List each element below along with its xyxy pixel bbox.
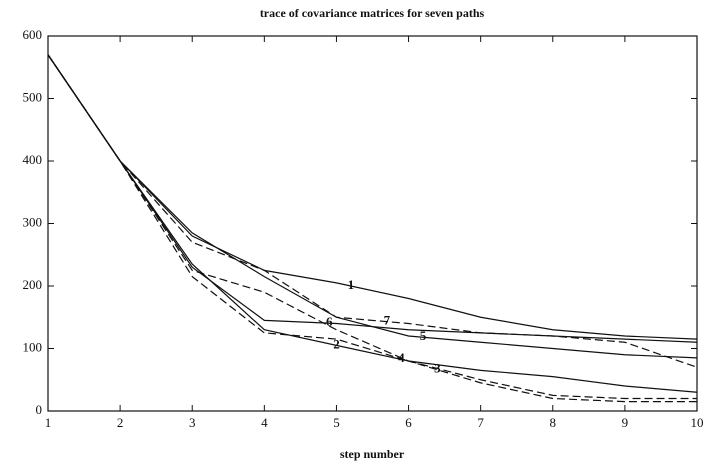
series-label: 6: [326, 314, 333, 329]
series-label: 2: [333, 336, 340, 351]
x-tick-label: 9: [622, 415, 629, 430]
chart-title: trace of covariance matrices for seven p…: [260, 6, 485, 20]
series-label: 5: [420, 328, 427, 343]
x-tick-label: 5: [333, 415, 340, 430]
x-tick-label: 7: [477, 415, 484, 430]
series-line: [47, 54, 697, 400]
y-tick-label: 500: [23, 89, 43, 104]
y-tick-label: 100: [23, 339, 43, 354]
y-tick-label: 0: [36, 402, 43, 417]
series-line: [47, 54, 698, 343]
plot-frame: [47, 35, 698, 412]
x-tick-label: 6: [405, 415, 412, 430]
x-tick-label: 4: [261, 415, 268, 430]
x-tick-label: 3: [189, 415, 196, 430]
series-label: 4: [398, 350, 405, 365]
series-line: [47, 54, 698, 340]
series-label: 1: [348, 277, 355, 292]
series-line: [47, 54, 698, 393]
x-axis-label: step number: [340, 447, 405, 461]
y-tick-label: 200: [23, 277, 43, 292]
x-tick-label: 2: [117, 415, 124, 430]
series-line: [47, 54, 698, 368]
x-tick-label: 10: [691, 415, 704, 430]
x-tick-label: 8: [550, 415, 557, 430]
series-line: [47, 54, 697, 403]
x-tick-label: 1: [45, 415, 52, 430]
y-tick-label: 600: [23, 27, 43, 42]
y-tick-label: 400: [23, 152, 43, 167]
series-label: 7: [384, 313, 391, 328]
series-line: [47, 54, 698, 359]
y-tick-label: 300: [23, 214, 43, 229]
